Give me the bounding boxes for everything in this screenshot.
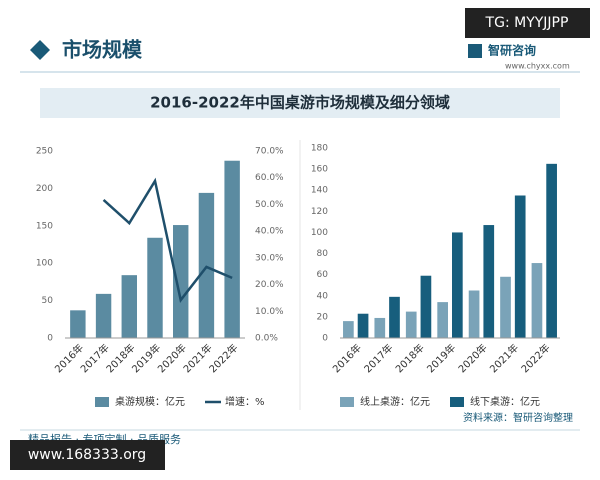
- y-tick-label: 200: [36, 184, 53, 194]
- bar: [468, 290, 480, 338]
- line: [102, 177, 233, 303]
- bar: [437, 302, 448, 338]
- y-tick-label: 80: [317, 249, 329, 259]
- y2-tick-label: 50.0%: [255, 200, 284, 210]
- y2-tick-label: 60.0%: [255, 173, 284, 183]
- y-tick-label: 40: [317, 291, 329, 301]
- bar: [389, 296, 400, 338]
- y-tick-label: 20: [317, 312, 329, 322]
- watermark-box: [10, 440, 165, 470]
- bar: [374, 317, 386, 338]
- bar: [357, 313, 369, 338]
- y2-tick-label: 0.0%: [255, 334, 278, 344]
- legend-label: 线下桌游：亿元: [470, 395, 540, 408]
- bar: [546, 163, 557, 338]
- watermark: www.168333.org: [28, 447, 146, 463]
- bar: [198, 192, 215, 338]
- watermark-box: [465, 8, 590, 38]
- section-title: 市场规模: [62, 38, 143, 62]
- y2-tick-label: 40.0%: [255, 227, 284, 237]
- source: 资料来源：智研咨询整理: [463, 411, 573, 424]
- bar: [70, 310, 86, 338]
- y-tick-label: 250: [36, 147, 53, 157]
- logo-icon: [468, 44, 482, 58]
- y-tick-label: 100: [311, 228, 328, 238]
- y-tick-label: 0: [47, 334, 53, 344]
- chart-title: 2016-2022年中国桌游市场规模及细分领域: [150, 94, 450, 112]
- bar: [483, 225, 495, 338]
- y2-tick-label: 20.0%: [255, 280, 284, 290]
- y2-tick-label: 70.0%: [255, 147, 284, 157]
- legend-swatch: [450, 397, 464, 407]
- y-tick-label: 160: [311, 165, 328, 175]
- bar: [420, 275, 432, 338]
- legend-swatch: [95, 397, 109, 407]
- title-band: [40, 88, 560, 118]
- bar: [224, 160, 240, 338]
- y-tick-label: 140: [311, 186, 328, 196]
- y-tick-label: 60: [317, 270, 329, 280]
- y2-tick-label: 30.0%: [255, 253, 284, 263]
- bar: [500, 276, 511, 338]
- y-tick-label: 180: [311, 144, 328, 154]
- bar: [531, 263, 543, 338]
- legend-label: 增速：%: [225, 395, 265, 408]
- bar: [173, 225, 189, 338]
- site: www.chyxx.com: [505, 62, 570, 71]
- y-tick-label: 0: [322, 334, 328, 344]
- y2-tick-label: 10.0%: [255, 307, 284, 317]
- legend-label: 桌游规模：亿元: [115, 395, 185, 408]
- y-tick-label: 50: [42, 296, 54, 306]
- y-tick-label: 100: [36, 259, 53, 269]
- y-tick-label: 120: [311, 207, 328, 217]
- bar: [405, 311, 417, 338]
- logo: 智研咨询: [487, 43, 536, 58]
- legend-swatch: [340, 397, 354, 407]
- y-tick-label: 150: [36, 221, 53, 231]
- bar: [514, 195, 526, 338]
- bar: [121, 275, 137, 338]
- watermark: TG: MYYJJPP: [485, 15, 569, 31]
- header-icon: [30, 40, 50, 60]
- bar: [147, 237, 163, 338]
- legend-label: 线上桌游：亿元: [360, 395, 430, 408]
- bar: [95, 293, 112, 338]
- bar: [343, 321, 354, 338]
- bar: [452, 232, 463, 338]
